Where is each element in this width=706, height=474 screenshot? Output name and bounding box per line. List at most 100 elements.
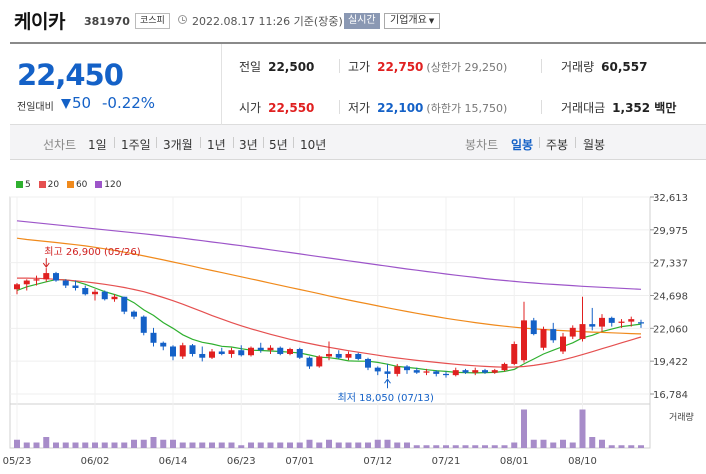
y-tick-label: 22,060 [653, 324, 688, 335]
candle-body [618, 321, 625, 323]
ma-legend: 5 20 60 120 [16, 180, 126, 192]
volume-bar [355, 442, 362, 448]
volume-bar [335, 442, 342, 448]
candle-body [170, 346, 176, 357]
candle-body [23, 280, 30, 285]
candle-body [101, 291, 108, 300]
volume-bar [296, 442, 303, 448]
current-price: 22,450 [17, 58, 124, 92]
volume-bar [394, 442, 401, 448]
tab-10year[interactable]: 10년 [300, 138, 327, 152]
tab-1week[interactable]: 1주일 [121, 138, 151, 152]
legend-item-ma120: 120 [95, 180, 121, 190]
candle-body [579, 324, 586, 340]
candle-body [452, 370, 459, 376]
candle-body [316, 356, 323, 367]
legend-item-ma60: 60 [66, 180, 88, 190]
candle-body [160, 342, 167, 347]
tab-5year[interactable]: 5년 [269, 138, 288, 152]
realtime-button[interactable]: 실시간 [344, 13, 380, 29]
high-annotation: 최고 26,900 (05/26) [44, 246, 140, 258]
candle-body [53, 273, 59, 281]
volume-bar [433, 445, 440, 448]
divider [233, 137, 234, 148]
candle-body [511, 344, 518, 364]
y-tick-label: 19,422 [653, 357, 688, 368]
candle-body [228, 350, 235, 354]
candle-body [423, 371, 430, 373]
candle-body [345, 353, 352, 358]
volume-bar [540, 439, 547, 448]
candle-body [257, 347, 264, 351]
volume-bar [462, 445, 469, 448]
legend-item-ma20: 20 [38, 180, 59, 190]
line-chart-label: 선차트 [43, 138, 77, 152]
tab-3year[interactable]: 3년 [239, 138, 258, 152]
candlestick-chart[interactable]: 32,613 29,975 27,337 24,698 22,060 19,422 16,7… [0, 190, 706, 474]
candle-body [365, 358, 371, 368]
x-tick-label: 06/14 [159, 456, 188, 467]
legend-swatch [16, 181, 23, 188]
volume-bar [92, 442, 98, 448]
divider [263, 137, 264, 148]
candle-body [121, 296, 128, 312]
divider [541, 59, 542, 73]
ma-line-120 [16, 220, 642, 290]
volume-bar [569, 442, 576, 448]
candle-body [394, 366, 401, 374]
candle-body [501, 363, 508, 371]
candle-body [482, 370, 488, 373]
volume-bar [316, 442, 323, 448]
volume-bar [62, 442, 69, 448]
current-price-box: 22,450 전일대비 50 -0.22% [10, 44, 222, 125]
candle-body [638, 322, 644, 324]
candle-body [189, 345, 196, 354]
candle-body [33, 279, 40, 281]
company-info-button[interactable]: 기업개요 ▼ [384, 13, 441, 29]
day-high: 고가 22,750 (상한가 29,250) [348, 58, 507, 75]
volume-bar [530, 439, 537, 448]
candle-body [335, 353, 342, 358]
market-badge: 코스피 [135, 13, 170, 29]
tab-1day[interactable]: 1일 [88, 138, 107, 152]
legend-swatch [95, 181, 103, 188]
quote-timestamp: 2022.08.17 11:26 기준(장중) [192, 15, 343, 28]
change-label: 전일대비 [17, 102, 54, 113]
candle-body [374, 367, 381, 372]
open-price: 시가 22,550 [239, 99, 314, 116]
stock-code: 381970 [84, 15, 130, 28]
volume-bar [579, 409, 586, 448]
legend-swatch [38, 181, 46, 188]
volume-label: 거래량 [669, 411, 694, 423]
legend-item-ma5: 5 [16, 180, 31, 190]
down-triangle-icon [61, 99, 71, 109]
lower-limit: (하한가 15,750) [426, 102, 508, 115]
y-tick-label: 24,698 [653, 292, 688, 303]
legend-label: 60 [75, 180, 88, 190]
candle-body [277, 347, 284, 354]
candle-body [199, 353, 206, 358]
volume-bar [452, 445, 459, 448]
volume-bar [550, 442, 557, 448]
tab-monthly-candle[interactable]: 월봉 [583, 138, 606, 152]
tab-3month[interactable]: 3개월 [163, 138, 193, 152]
volume-bar [82, 442, 89, 448]
candle-body [355, 353, 362, 359]
tab-weekly-candle[interactable]: 주봉 [546, 138, 569, 152]
y-tick-label: 16,784 [653, 390, 688, 401]
candle-body [306, 357, 313, 367]
candle-body [62, 280, 69, 286]
divider [575, 137, 576, 148]
high-label: 고가 [348, 60, 371, 74]
volume-bar [423, 445, 430, 448]
volume-bar [608, 445, 615, 448]
tab-1year[interactable]: 1년 [207, 138, 226, 152]
volume-bar [599, 439, 605, 448]
volume-bar [14, 439, 20, 448]
tab-daily-candle[interactable]: 일봉 [511, 138, 534, 152]
chart-period-tabs: 선차트 1일 1주일 3개월 1년 3년 5년 10년 봉차트 일봉 주봉 월봉 [10, 125, 706, 160]
candle-body [111, 296, 118, 300]
volume-bar [160, 439, 167, 448]
low-annotation: 최저 18,050 (07/13) [338, 392, 434, 404]
volume-bar [238, 445, 245, 448]
